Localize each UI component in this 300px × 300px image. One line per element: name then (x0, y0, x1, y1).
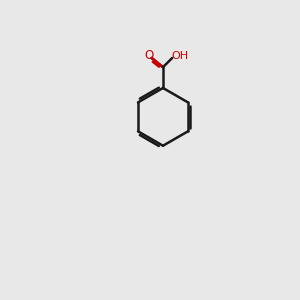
Text: O: O (144, 49, 153, 62)
Text: OH: OH (171, 51, 188, 61)
